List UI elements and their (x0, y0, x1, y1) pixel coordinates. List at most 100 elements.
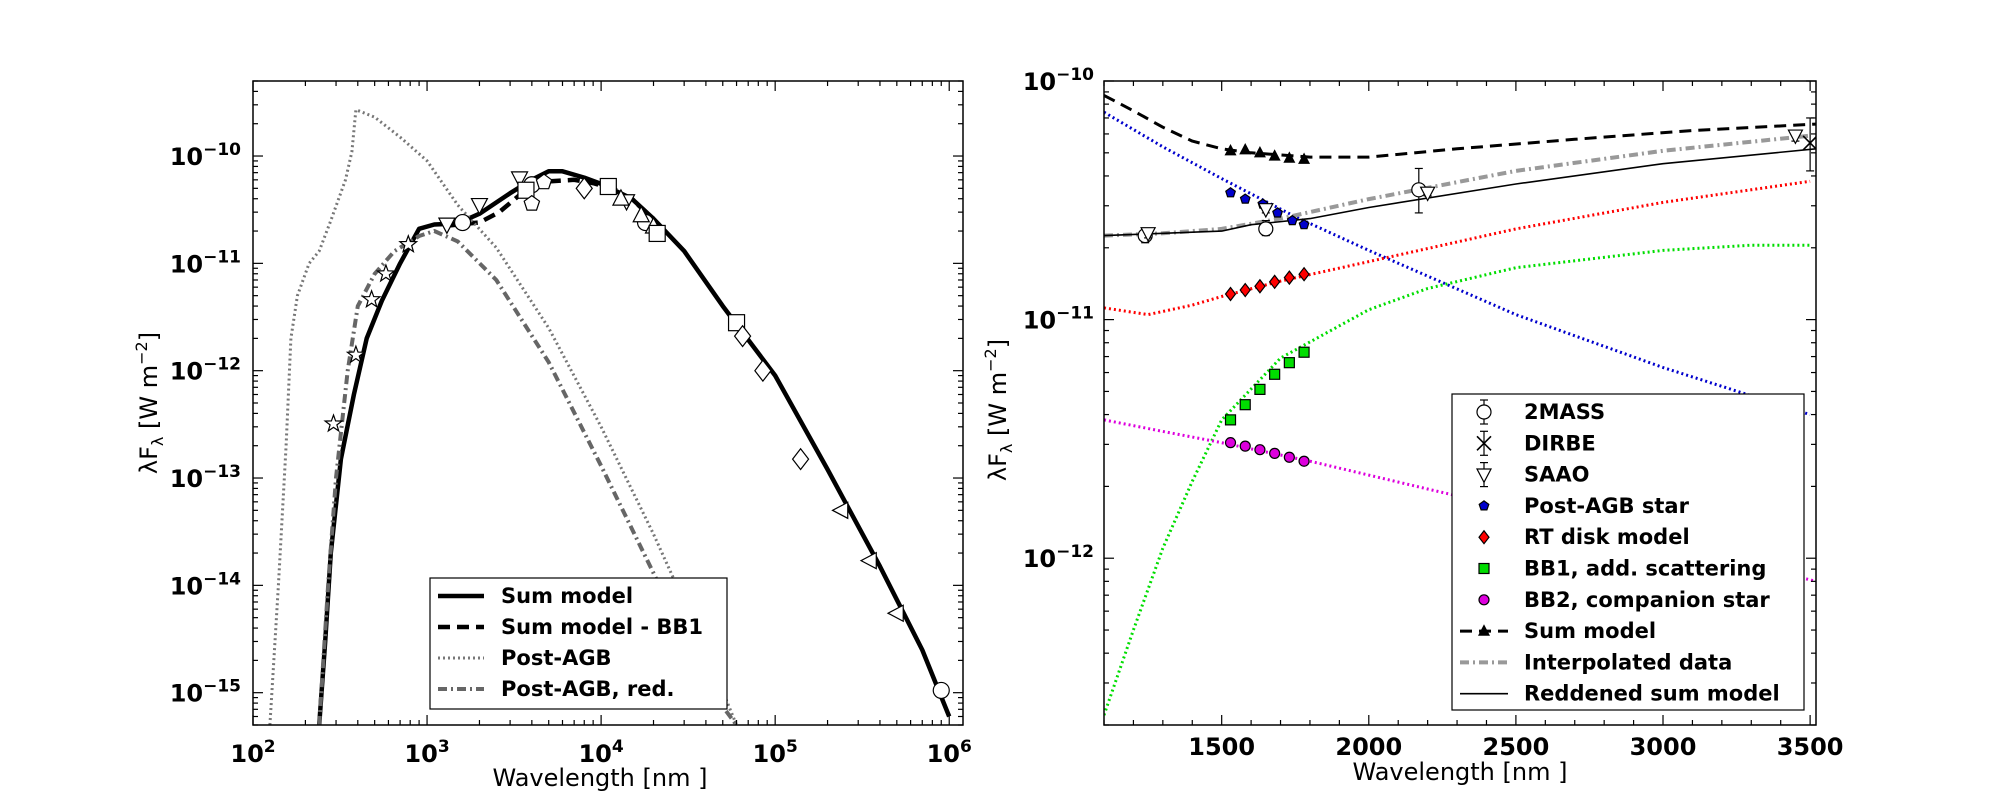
model-point-diamond (1239, 282, 1251, 298)
legend-marker (1478, 562, 1490, 575)
model-point-circle (1254, 444, 1266, 456)
y-tick-label: 10−11 (1023, 304, 1094, 335)
legend-label: BB1, add. scattering (1524, 557, 1766, 581)
data-point-triangle-down (437, 217, 456, 235)
series-line-interpolated-data (1104, 133, 1811, 238)
y-tick-label: 10−12 (170, 355, 241, 386)
data-point-diamond (791, 447, 810, 471)
photometry-saao (1257, 203, 1274, 219)
legend-marker (1476, 435, 1492, 451)
model-point-circle (1283, 451, 1295, 463)
series-line-sum-model (1104, 94, 1816, 159)
data-point-triangle-up (611, 188, 630, 206)
x-tick-label: 3500 (1777, 733, 1844, 761)
data-point-triangle-up (632, 205, 651, 223)
x-tick-label: 105 (753, 737, 798, 768)
legend-marker (1476, 468, 1492, 484)
right-chart: Wavelength [nm ] 1500 2000 2500 3000 3500 10−… (981, 65, 1844, 786)
x-tick-label: 102 (230, 737, 275, 768)
series-line-post-agb (268, 108, 738, 725)
y-tick-label: 10−15 (170, 677, 241, 708)
legend-marker (1478, 624, 1490, 636)
model-point-pentagon (1239, 193, 1251, 204)
data-point-square (648, 224, 666, 243)
x-tick-label: 1500 (1188, 733, 1255, 761)
model-point-diamond (1268, 274, 1281, 290)
data-point-triangle-left (859, 551, 877, 570)
model-point-circle (1239, 440, 1251, 452)
data-point-circle (932, 681, 950, 700)
y-tick-label: 10−13 (170, 462, 241, 493)
legend-label: Post-AGB (501, 646, 612, 670)
left-xlabel: Wavelength [nm ] (493, 764, 708, 792)
photometry-saao (1140, 227, 1157, 243)
model-point-pentagon (1272, 207, 1284, 218)
model-point-circle (1224, 437, 1237, 449)
data-point-pentagon (535, 173, 553, 190)
model-point-square (1224, 414, 1237, 426)
legend-label: Sum model - BB1 (501, 615, 703, 639)
left-legend: Sum model Sum model - BB1 Post-AGB Post-AGB… (429, 577, 728, 710)
data-point-star (398, 233, 419, 254)
model-point-square (1239, 399, 1251, 411)
x-tick-label: 2500 (1483, 733, 1550, 761)
model-point-square (1298, 346, 1310, 358)
x-tick-label: 103 (404, 737, 449, 768)
legend-label: Post-AGB star (1524, 494, 1690, 518)
series-line-reddened-sum-model (1104, 148, 1816, 237)
model-point-triangle-up (1268, 149, 1281, 161)
data-point-star (345, 344, 366, 364)
data-point-triangle-down (470, 197, 489, 216)
left-chart: Wavelength [nm ] 102 103 104 105 106 10−15 10−… (132, 80, 972, 792)
y-tick-label: 10−11 (170, 247, 241, 278)
model-point-square (1283, 357, 1295, 369)
model-point-pentagon (1225, 187, 1237, 198)
model-point-diamond (1224, 286, 1237, 302)
legend-marker (1478, 529, 1490, 545)
legend-label: DIRBE (1524, 431, 1596, 455)
legend-label: RT disk model (1524, 525, 1690, 549)
y-tick-label: 10−14 (170, 569, 241, 600)
data-point-square (727, 314, 746, 332)
data-point-triangle-left (886, 604, 904, 623)
model-point-triangle-up (1239, 142, 1252, 155)
legend-label: 2MASS (1524, 400, 1605, 424)
right-axes-frame (1103, 80, 1817, 726)
model-point-pentagon (1286, 214, 1298, 226)
photometry-saao (1419, 186, 1436, 202)
model-point-triangle-up (1224, 143, 1237, 156)
legend-label: Interpolated data (1524, 650, 1732, 674)
model-point-square (1269, 368, 1281, 380)
model-point-diamond (1298, 266, 1310, 282)
y-tick-label: 10−10 (170, 140, 241, 171)
y-tick-label: 10−10 (1023, 65, 1094, 96)
model-point-triangle-up (1283, 151, 1296, 163)
data-point-diamond (754, 359, 772, 383)
data-point-star (323, 413, 344, 433)
right-plot-area (1104, 94, 1816, 716)
data-point-star (375, 263, 396, 283)
photometry-dirbe (1802, 135, 1816, 151)
legend-label: SAAO (1524, 463, 1589, 487)
model-point-diamond (1254, 278, 1266, 294)
legend-label: BB2, companion star (1524, 588, 1770, 612)
series-line-rt-disk-model (1104, 179, 1811, 317)
series-line-bb2-companion-star (1104, 418, 1816, 583)
model-point-triangle-up (1298, 152, 1311, 164)
model-point-pentagon (1298, 218, 1310, 230)
legend-marker (1478, 594, 1490, 606)
model-point-square (1254, 383, 1266, 395)
right-legend: 2MASS DIRBE SAAO Post-AGB star RT disk model… (1451, 393, 1805, 711)
model-point-circle (1269, 447, 1281, 459)
right-xlabel: Wavelength [nm ] (1353, 758, 1568, 786)
data-point-diamond (575, 176, 593, 200)
data-point-circle (453, 213, 472, 232)
data-point-diamond (733, 324, 752, 348)
data-point-star (361, 289, 382, 309)
photometry-2mass (1258, 221, 1274, 237)
legend-marker (1476, 404, 1492, 420)
data-point-square (517, 181, 535, 199)
legend-label: Sum model (1524, 619, 1656, 643)
legend-label: Post-AGB, red. (501, 677, 674, 701)
model-point-diamond (1283, 270, 1296, 286)
